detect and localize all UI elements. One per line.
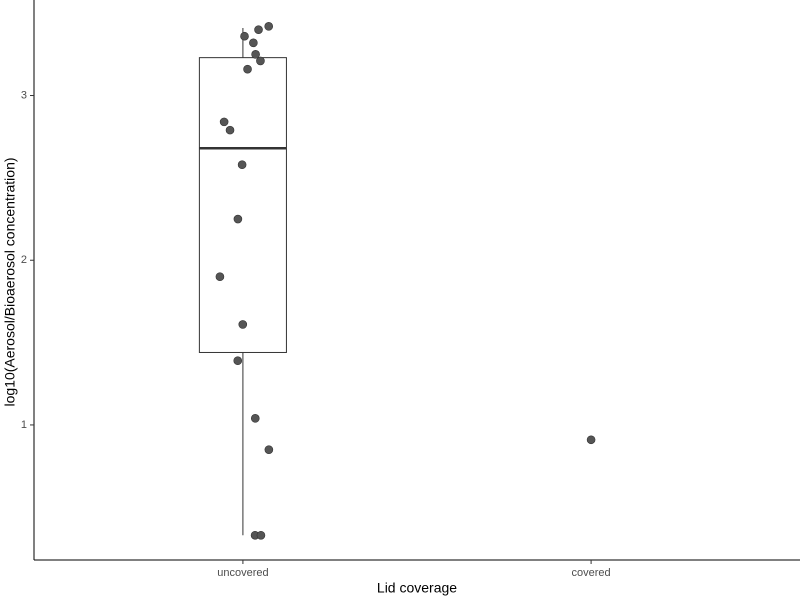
y-axis-title: log10(Aerosol/Bioaerosol concentration) — [2, 157, 18, 406]
data-point — [264, 22, 274, 31]
x-axis-title: Lid coverage — [377, 580, 457, 596]
data-point — [237, 160, 247, 170]
data-point — [219, 117, 229, 127]
data-point — [256, 56, 265, 66]
data-point — [264, 445, 274, 454]
data-point — [233, 214, 243, 224]
x-tick-label: uncovered — [217, 567, 268, 579]
data-point — [238, 320, 248, 329]
data-point — [254, 25, 263, 34]
data-point — [249, 38, 258, 48]
y-tick-label: 1 — [21, 419, 27, 431]
data-point — [225, 125, 235, 135]
data-point — [215, 272, 225, 282]
y-tick-label: 3 — [21, 89, 27, 101]
data-point — [250, 414, 260, 423]
data-point — [233, 356, 243, 366]
data-point — [243, 64, 252, 74]
data-point — [586, 435, 596, 445]
y-tick-label: 2 — [21, 254, 27, 266]
data-point — [256, 530, 266, 540]
data-point — [240, 31, 249, 41]
data-point — [251, 50, 260, 59]
box — [198, 57, 287, 353]
x-tick-label: covered — [572, 567, 611, 579]
